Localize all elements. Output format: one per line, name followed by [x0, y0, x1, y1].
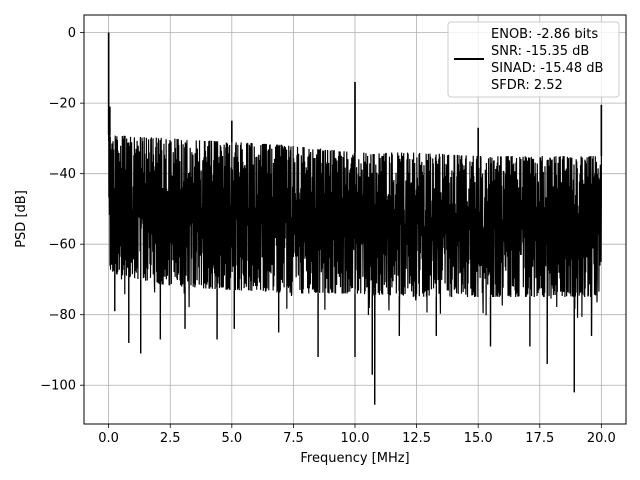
y-tick-label: −60 — [49, 238, 76, 253]
legend-line-enob: ENOB: -2.86 bits — [491, 27, 598, 42]
x-tick-label: 20.0 — [587, 431, 616, 446]
legend-line-snr: SNR: -15.35 dB — [491, 44, 589, 59]
legend: ENOB: -2.86 bits SNR: -15.35 dB SINAD: -… — [447, 21, 620, 98]
y-axis-ticks: 0 −20 −40 −60 −80 −100 — [40, 26, 84, 394]
x-tick-label: 17.5 — [525, 431, 554, 446]
legend-line-sinad: SINAD: -15.48 dB — [491, 61, 603, 76]
psd-series — [107, 32, 603, 405]
x-tick-label: 5.0 — [221, 431, 242, 446]
y-axis-label: PSD [dB] — [14, 190, 29, 248]
x-tick-label: 15.0 — [464, 431, 493, 446]
y-tick-label: −100 — [40, 379, 76, 394]
x-tick-label: 7.5 — [283, 431, 304, 446]
x-axis-label: Frequency [MHz] — [300, 451, 409, 466]
x-tick-label: 10.0 — [341, 431, 370, 446]
legend-box — [447, 21, 620, 98]
y-tick-label: −20 — [49, 97, 76, 112]
y-tick-label: 0 — [68, 26, 76, 41]
y-tick-label: −80 — [49, 308, 76, 323]
x-tick-label: 12.5 — [402, 431, 431, 446]
x-axis-ticks: 0.0 2.5 5.0 7.5 10.0 12.5 15.0 17.5 20.0 — [98, 424, 616, 446]
x-tick-label: 0.0 — [98, 431, 119, 446]
y-tick-label: −40 — [49, 167, 76, 182]
legend-line-sfdr: SFDR: 2.52 — [491, 78, 563, 93]
psd-noise-trace — [108, 32, 602, 405]
x-tick-label: 2.5 — [160, 431, 181, 446]
